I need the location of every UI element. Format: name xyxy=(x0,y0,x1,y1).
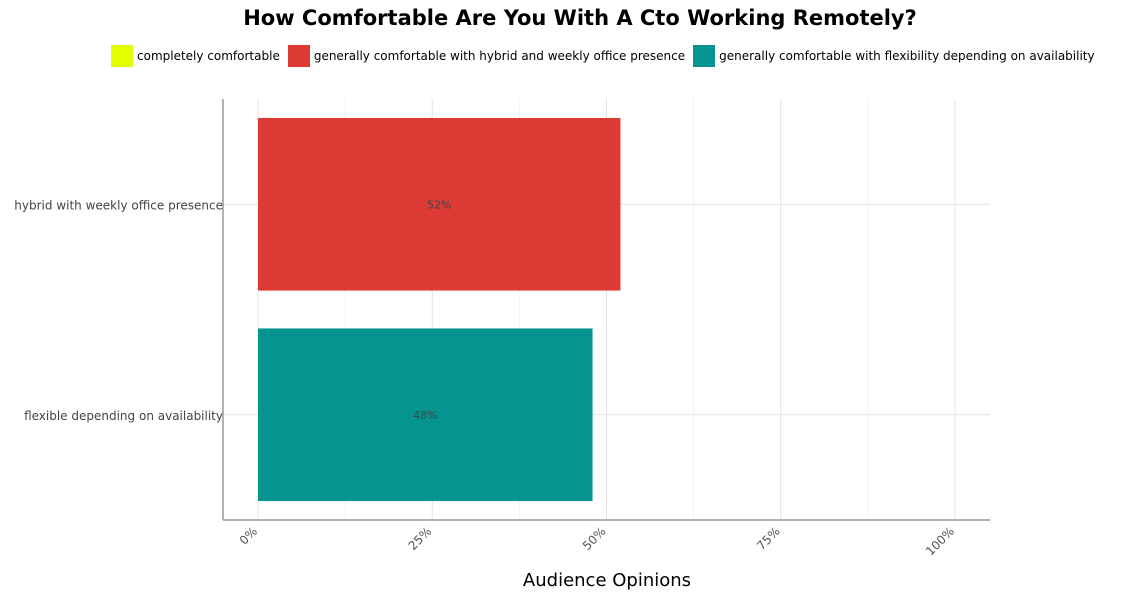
x-tick-label: 0% xyxy=(237,524,260,547)
x-tick-label: 75% xyxy=(754,524,783,553)
y-tick-label: flexible depending on availability xyxy=(24,409,223,423)
x-tick-label: 100% xyxy=(923,524,957,558)
data-label: 48% xyxy=(413,409,437,422)
legend-label: completely comfortable xyxy=(137,49,280,63)
legend-swatch xyxy=(287,45,310,67)
legend-label: generally comfortable with hybrid and we… xyxy=(313,49,686,63)
bar xyxy=(258,117,621,291)
x-axis-title: Audience Opinions xyxy=(523,570,691,591)
legend-swatch xyxy=(693,45,716,67)
x-tick-label: 50% xyxy=(580,524,609,553)
legend: completely comfortable generally comfort… xyxy=(111,45,1103,67)
chart-title: How Comfortable Are You With A Cto Worki… xyxy=(243,6,917,30)
legend-label: generally comfortable with flexibility d… xyxy=(719,49,1095,63)
y-tick-label: hybrid with weekly office presence xyxy=(14,198,223,212)
data-label: 52% xyxy=(427,198,451,211)
x-tick-label: 25% xyxy=(406,524,435,553)
legend-item: completely comfortable xyxy=(111,45,280,67)
legend-item: generally comfortable with flexibility d… xyxy=(693,45,1095,67)
legend-swatch xyxy=(111,45,133,67)
legend-item: generally comfortable with hybrid and we… xyxy=(287,45,686,67)
bar xyxy=(258,328,593,502)
